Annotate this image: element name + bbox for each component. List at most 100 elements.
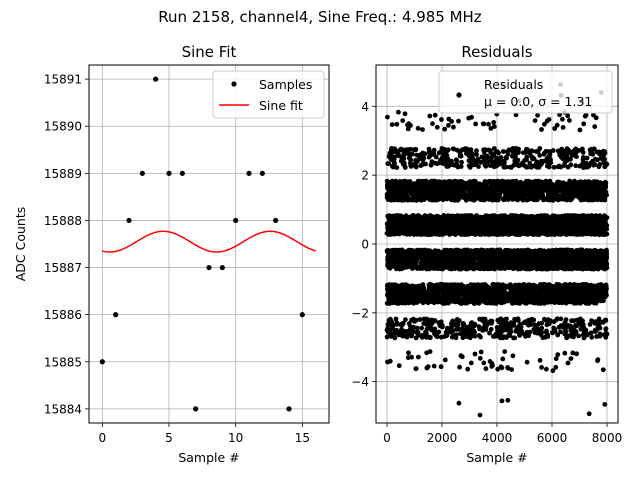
residual-point <box>425 299 430 305</box>
residual-point <box>536 328 542 334</box>
residual-point <box>459 298 465 303</box>
residual-point <box>396 363 402 369</box>
residual-point <box>439 323 445 328</box>
residual-point <box>536 298 542 304</box>
residual-point <box>572 250 578 256</box>
residual-point <box>567 260 572 266</box>
residual-point <box>517 255 523 260</box>
residual-point <box>462 334 467 339</box>
residual-point <box>594 327 600 333</box>
residual-point <box>550 330 555 336</box>
x-tick-label: 15 <box>295 431 310 445</box>
residual-point <box>388 287 394 293</box>
residual-point <box>532 288 538 294</box>
residual-point <box>499 398 505 404</box>
residual-point <box>477 355 483 361</box>
residual-point <box>413 335 419 341</box>
residual-point <box>489 318 495 324</box>
residual-point <box>461 261 467 267</box>
residual-point <box>551 252 556 258</box>
sine-fit-legend-box <box>212 70 325 119</box>
residual-point <box>588 263 593 269</box>
residual-point <box>508 329 514 335</box>
sample-point <box>286 406 292 412</box>
residual-point <box>393 316 399 322</box>
x-tick-label: 0 <box>99 431 107 445</box>
residual-point <box>568 323 573 329</box>
residual-point <box>483 327 489 332</box>
residual-point <box>509 284 514 289</box>
residual-point <box>563 248 569 253</box>
residual-point <box>470 248 475 254</box>
residual-point <box>534 255 540 260</box>
residual-point <box>519 287 524 292</box>
sample-point <box>126 217 132 224</box>
residual-point <box>413 366 419 372</box>
sample-point <box>206 264 212 271</box>
residual-point <box>580 322 586 328</box>
residual-point <box>447 247 453 253</box>
residual-point <box>404 334 410 340</box>
residual-point <box>438 252 443 257</box>
residual-point <box>467 292 473 297</box>
residual-point <box>570 350 576 356</box>
residual-point <box>505 365 510 370</box>
residual-point <box>419 325 424 331</box>
sample-point <box>219 264 225 271</box>
residual-point <box>572 328 578 333</box>
residual-point <box>558 256 564 262</box>
residual-point <box>481 360 487 366</box>
residual-point <box>532 322 537 327</box>
residual-point <box>565 291 571 296</box>
residual-point <box>546 292 552 298</box>
residual-point <box>424 259 430 265</box>
residual-point <box>498 364 504 370</box>
residual-point <box>396 265 401 271</box>
residual-point <box>556 264 562 270</box>
residual-point <box>399 248 405 254</box>
residual-point <box>453 332 459 338</box>
residual-point <box>603 327 609 332</box>
residual-point <box>563 300 569 306</box>
sample-point <box>193 406 199 412</box>
y-tick-label: 15888 <box>44 214 82 228</box>
residual-point <box>431 363 437 369</box>
residual-point <box>507 324 512 330</box>
residual-point <box>556 299 562 305</box>
residual-point <box>421 321 427 326</box>
residual-point <box>496 251 502 257</box>
residual-point <box>458 353 464 359</box>
residual-point <box>562 350 568 356</box>
residual-point <box>403 317 408 323</box>
residual-point <box>546 253 552 259</box>
residual-point <box>446 300 452 305</box>
residual-point <box>541 300 547 306</box>
sine-fit-ticks: 0 5 10 151588415885158861588715888158891589… <box>44 73 310 445</box>
residual-point <box>488 326 494 332</box>
sine-fit-title: Sine Fit <box>182 43 237 61</box>
sample-point <box>233 217 239 224</box>
residual-point <box>412 263 418 269</box>
residual-point <box>391 248 396 254</box>
residual-point <box>449 295 455 301</box>
residual-point <box>525 252 530 257</box>
residual-point <box>442 334 447 339</box>
residual-point <box>470 260 476 266</box>
residual-point <box>545 299 551 305</box>
residual-point <box>467 332 472 338</box>
residual-point <box>553 356 559 362</box>
residual-point <box>572 331 577 337</box>
residual-point <box>478 334 483 340</box>
residual-point <box>581 292 587 297</box>
residual-point <box>503 335 509 340</box>
residual-point <box>503 321 508 327</box>
residual-point <box>454 317 460 323</box>
residual-point <box>445 290 451 295</box>
residual-point <box>596 316 602 322</box>
residual-point <box>433 289 439 295</box>
residual-point <box>513 252 519 258</box>
residual-point <box>432 318 438 323</box>
residual-point <box>424 316 430 322</box>
sine-fit-data <box>99 76 316 412</box>
residual-point <box>474 290 480 295</box>
